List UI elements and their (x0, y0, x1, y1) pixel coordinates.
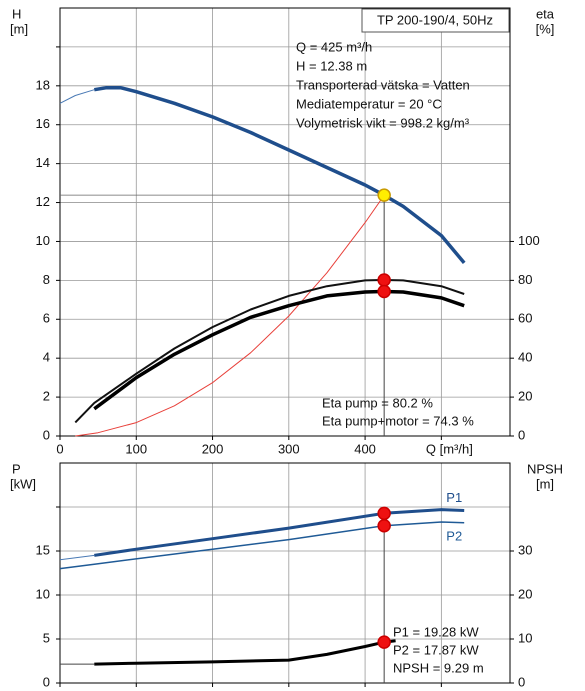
y-tick-label: 10 (36, 233, 50, 248)
y-tick-label: 8 (43, 272, 50, 287)
footnote: P1 = 19.28 kW (393, 624, 479, 639)
y-axis-unit: [kW] (10, 476, 36, 491)
footnote: NPSH = 9.29 m (393, 660, 484, 675)
y2-tick-label: 0 (518, 674, 525, 689)
x-tick-label: 100 (125, 441, 147, 456)
y-tick-label: 5 (43, 630, 50, 645)
series-line (59, 521, 465, 570)
annotation: Mediatemperatur = 20 °C (296, 96, 442, 111)
x-tick-label: 400 (354, 441, 376, 456)
series-line (74, 279, 465, 424)
y-tick-label: 6 (43, 311, 50, 326)
operating-point (377, 506, 391, 521)
y-tick-label: 12 (36, 194, 50, 209)
y-axis-unit: [m] (10, 21, 28, 36)
footnote: Eta pump+motor = 74.3 % (322, 413, 474, 428)
y2-tick-label: 20 (518, 389, 532, 404)
series-line (94, 639, 396, 666)
series-line (94, 86, 466, 265)
y-axis-label: P (12, 461, 21, 476)
y2-tick-label: 10 (518, 630, 532, 645)
plot-frame (59, 7, 511, 437)
y2-tick-label: 100 (518, 233, 540, 248)
annotation: H = 12.38 m (296, 58, 367, 73)
y-tick-label: 4 (43, 350, 50, 365)
series-label: P1 (446, 490, 462, 505)
y-axis-label: H (12, 6, 21, 21)
series-label: P2 (446, 528, 462, 543)
series-line (59, 554, 95, 561)
y2-axis-unit: [%] (536, 21, 555, 36)
series-line (93, 289, 465, 411)
series-line (94, 508, 465, 557)
y-tick-label: 16 (36, 116, 50, 131)
operating-point (377, 284, 391, 299)
footnote: P2 = 17.87 kW (393, 642, 479, 657)
y-tick-label: 14 (36, 155, 50, 170)
annotation: Q = 425 m³/h (296, 39, 372, 54)
y2-axis-label: eta (536, 6, 555, 21)
series-line (75, 194, 385, 437)
y2-tick-label: 80 (518, 272, 532, 287)
y-tick-label: 2 (43, 389, 50, 404)
plot-frame (59, 462, 511, 684)
y2-tick-label: 40 (518, 350, 532, 365)
annotation: Transporterad vätska = Vatten (296, 77, 470, 92)
y2-axis-label: NPSH (527, 461, 563, 476)
y2-axis-unit: [m] (536, 476, 554, 491)
y-tick-label: 0 (43, 427, 50, 442)
y2-tick-label: 20 (518, 586, 532, 601)
y2-tick-label: 0 (518, 427, 525, 442)
title-box (361, 8, 510, 33)
y-tick-label: 10 (36, 586, 50, 601)
annotation: Volymetrisk vikt = 998.2 kg/m³ (296, 115, 470, 130)
footnote: Eta pump = 80.2 % (322, 395, 433, 410)
operating-point (377, 635, 391, 649)
chart-title: TP 200-190/4, 50Hz (377, 12, 493, 27)
y-tick-label: 18 (36, 77, 50, 92)
x-tick-label: 0 (56, 441, 63, 456)
x-axis-label: Q [m³/h] (426, 441, 473, 456)
operating-point (377, 188, 391, 202)
series-line (59, 89, 95, 104)
operating-point (377, 273, 391, 287)
x-tick-label: 300 (278, 441, 300, 456)
y-tick-label: 15 (36, 542, 50, 557)
y-tick-label: 0 (43, 674, 50, 689)
x-tick-label: 200 (202, 441, 224, 456)
operating-point (377, 518, 391, 533)
y2-tick-label: 60 (518, 311, 532, 326)
y2-tick-label: 30 (518, 542, 532, 557)
